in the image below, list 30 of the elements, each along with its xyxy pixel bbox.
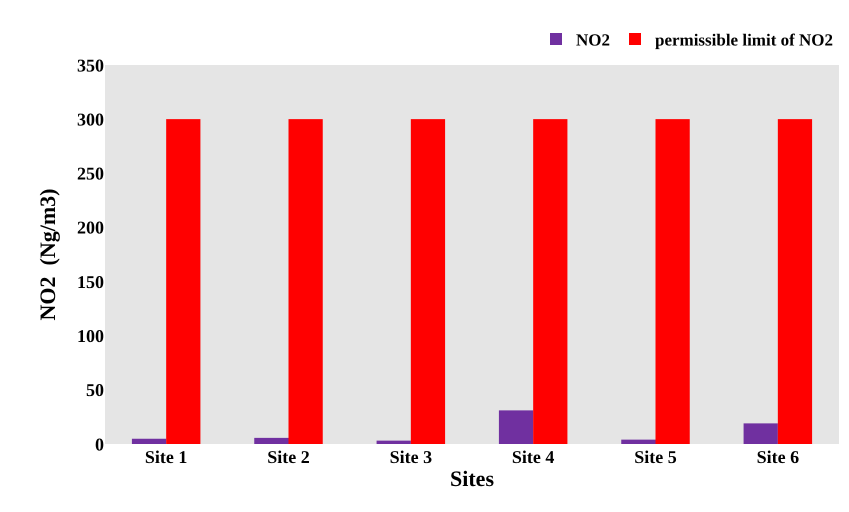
- bar: [533, 119, 568, 444]
- bar: [744, 423, 778, 444]
- bar: [621, 440, 656, 444]
- bar: [376, 440, 411, 444]
- bar: [410, 119, 446, 444]
- bar: [166, 119, 200, 444]
- y-tick-label: 300: [77, 109, 104, 130]
- legend-label: permissible limit of NO2: [655, 30, 834, 50]
- y-tick-label: 250: [77, 164, 104, 184]
- x-tick-label: Site 3: [390, 447, 432, 467]
- y-tick-label: 350: [77, 55, 104, 76]
- x-tick-label: Site 5: [634, 447, 677, 467]
- y-tick-label: 50: [86, 380, 104, 400]
- y-tick-label: 0: [95, 434, 104, 454]
- x-tick-label: Site 6: [756, 447, 800, 467]
- legend-label: NO2: [576, 30, 610, 50]
- x-axis-title: Sites: [450, 466, 494, 491]
- bar: [656, 119, 690, 444]
- bar: [498, 410, 534, 444]
- bar: [132, 438, 166, 444]
- y-axis-title: NO2 (Ng/m3): [34, 188, 60, 320]
- x-tick-label: Site 2: [267, 447, 310, 467]
- bar: [254, 438, 288, 444]
- x-tick-label: Site 4: [512, 447, 554, 467]
- x-tick-label: Site 1: [144, 447, 188, 467]
- y-tick-label: 200: [77, 218, 104, 238]
- bar: [288, 119, 323, 444]
- bar: [778, 119, 812, 444]
- y-tick-label: 100: [77, 326, 104, 346]
- y-tick-label: 150: [77, 272, 104, 292]
